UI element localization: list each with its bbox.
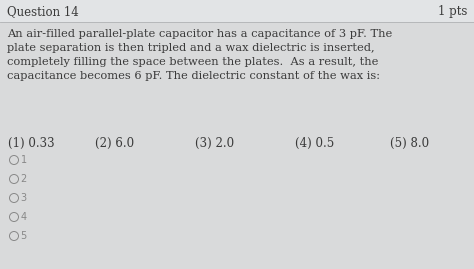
Text: 1 pts: 1 pts xyxy=(438,5,467,18)
Circle shape xyxy=(9,232,18,240)
Text: 1: 1 xyxy=(20,155,27,165)
Circle shape xyxy=(9,213,18,221)
Text: 3: 3 xyxy=(20,193,27,203)
Circle shape xyxy=(9,193,18,203)
Text: (3) 2.0: (3) 2.0 xyxy=(195,137,234,150)
Text: 5: 5 xyxy=(20,231,27,241)
Circle shape xyxy=(9,175,18,183)
Text: An air-filled parallel-plate capacitor has a capacitance of 3 pF. The
plate sepa: An air-filled parallel-plate capacitor h… xyxy=(7,29,392,81)
Text: (2) 6.0: (2) 6.0 xyxy=(95,137,134,150)
Text: (1) 0.33: (1) 0.33 xyxy=(8,137,55,150)
Text: (5) 8.0: (5) 8.0 xyxy=(390,137,429,150)
Text: Question 14: Question 14 xyxy=(7,5,79,18)
Circle shape xyxy=(9,155,18,165)
Text: 4: 4 xyxy=(20,212,27,222)
Text: (4) 0.5: (4) 0.5 xyxy=(295,137,334,150)
Text: 2: 2 xyxy=(20,174,27,184)
Bar xyxy=(0,0,474,22)
